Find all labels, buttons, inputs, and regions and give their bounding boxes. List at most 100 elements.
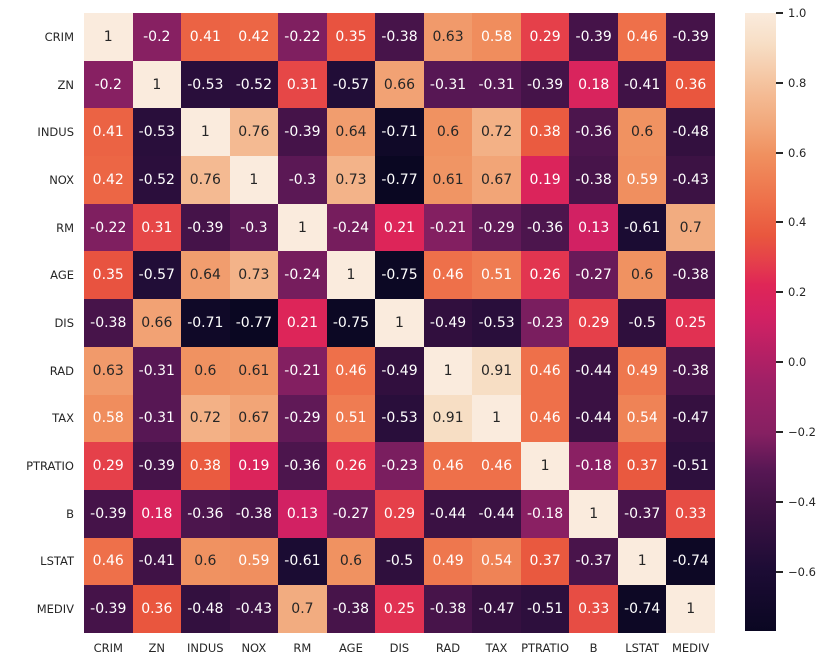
heatmap-cell-AGE-RM: -0.24 [278, 251, 327, 300]
y-tick-label-RAD: RAD [49, 363, 74, 378]
heatmap-cell-AGE-PTRATIO: 0.26 [520, 251, 570, 300]
heatmap-cell-AGE-NOX: 0.73 [229, 251, 279, 300]
heatmap-cell-DIS-ZN: 0.66 [132, 299, 182, 347]
colorbar-tick-label: 0.0 [788, 355, 807, 370]
colorbar-gradient [745, 13, 776, 631]
heatmap-cell-CRIM-TAX: 0.58 [472, 13, 521, 61]
heatmap-cell-RM-INDUS: -0.39 [181, 203, 230, 252]
heatmap-cell-B-RM: 0.13 [278, 489, 327, 538]
heatmap-cell-TAX-INDUS: 0.72 [181, 394, 230, 443]
colorbar-tick-mark [776, 151, 783, 154]
heatmap-cell-TAX-LSTAT: 0.54 [617, 394, 667, 443]
heatmap-cell-RAD-NOX: 0.61 [229, 346, 279, 395]
heatmap-cell-B-AGE: -0.27 [326, 489, 376, 538]
y-tick-label-AGE: AGE [50, 268, 74, 283]
colorbar-tick-label: 0.6 [788, 145, 807, 160]
colorbar-tick-label: 0.2 [788, 285, 807, 300]
heatmap-cell-RAD-AGE: 0.46 [326, 346, 376, 395]
y-tick-label-PTRATIO: PTRATIO [26, 459, 74, 474]
heatmap-cell-PTRATIO-RAD: 0.46 [423, 442, 473, 490]
heatmap-cell-B-MEDIV: 0.33 [666, 489, 715, 538]
heatmap-cell-NOX-CRIM: 0.42 [84, 156, 133, 204]
colorbar-tick-label: 0.4 [788, 215, 807, 230]
heatmap-cell-CRIM-MEDIV: -0.39 [666, 13, 715, 61]
heatmap-cell-LSTAT-NOX: 0.59 [229, 537, 279, 586]
heatmap-cell-B-TAX: -0.44 [472, 489, 521, 538]
heatmap-cell-B-B: 1 [569, 489, 618, 538]
heatmap-cell-CRIM-PTRATIO: 0.29 [520, 13, 570, 61]
heatmap-cell-MEDIV-DIS: 0.25 [375, 585, 424, 633]
heatmap-cell-LSTAT-AGE: 0.6 [326, 537, 376, 586]
heatmap-cell-PTRATIO-LSTAT: 0.37 [617, 442, 667, 490]
heatmap-cell-NOX-AGE: 0.73 [326, 156, 376, 204]
heatmap-cell-LSTAT-MEDIV: -0.74 [666, 537, 715, 586]
heatmap-cell-LSTAT-RM: -0.61 [278, 537, 327, 586]
y-tick-label-TAX: TAX [52, 411, 74, 426]
heatmap-cell-MEDIV-PTRATIO: -0.51 [520, 585, 570, 633]
heatmap-cell-ZN-CRIM: -0.2 [84, 60, 133, 109]
x-tick-label-DIS: DIS [389, 641, 410, 655]
colorbar-tick-mark [776, 500, 783, 503]
heatmap-cell-RAD-LSTAT: 0.49 [617, 346, 667, 395]
heatmap-cell-MEDIV-AGE: -0.38 [326, 585, 376, 633]
heatmap-cell-NOX-RM: -0.3 [278, 156, 327, 204]
heatmap-cell-INDUS-LSTAT: 0.6 [617, 108, 667, 157]
heatmap-cell-PTRATIO-CRIM: 0.29 [84, 442, 133, 490]
heatmap-cell-MEDIV-TAX: -0.47 [472, 585, 521, 633]
heatmap-cell-DIS-TAX: -0.53 [472, 299, 521, 347]
y-tick-label-ZN: ZN [57, 77, 74, 92]
x-tick-label-INDUS: INDUS [187, 641, 224, 655]
heatmap-cell-RAD-CRIM: 0.63 [84, 346, 133, 395]
heatmap-cell-ZN-RAD: -0.31 [423, 60, 473, 109]
heatmap-cell-TAX-NOX: 0.67 [229, 394, 279, 443]
heatmap-cell-PTRATIO-B: -0.18 [569, 442, 618, 490]
heatmap-cell-TAX-B: -0.44 [569, 394, 618, 443]
colorbar-tick-mark [776, 12, 783, 14]
heatmap-cell-RM-MEDIV: 0.7 [666, 203, 715, 252]
x-tick-label-CRIM: CRIM [93, 641, 123, 655]
heatmap-cell-DIS-RM: 0.21 [278, 299, 327, 347]
heatmap-cell-PTRATIO-MEDIV: -0.51 [666, 442, 715, 490]
heatmap-cell-NOX-RAD: 0.61 [423, 156, 473, 204]
heatmap-cell-DIS-RAD: -0.49 [423, 299, 473, 347]
heatmap-cell-LSTAT-INDUS: 0.6 [181, 537, 230, 586]
heatmap-cell-INDUS-ZN: -0.53 [132, 108, 182, 157]
heatmap-cell-AGE-LSTAT: 0.6 [617, 251, 667, 300]
heatmap-cell-DIS-AGE: -0.75 [326, 299, 376, 347]
heatmap-cell-INDUS-NOX: 0.76 [229, 108, 279, 157]
heatmap-cell-ZN-RM: 0.31 [278, 60, 327, 109]
heatmap-cell-RM-PTRATIO: -0.36 [520, 203, 570, 252]
x-tick-label-MEDIV: MEDIV [671, 641, 710, 655]
colorbar-tick-label: −0.6 [788, 564, 816, 579]
heatmap-cell-TAX-MEDIV: -0.47 [666, 394, 715, 443]
heatmap-cell-DIS-MEDIV: 0.25 [666, 299, 715, 347]
heatmap-cell-PTRATIO-NOX: 0.19 [229, 442, 279, 490]
heatmap-cell-CRIM-DIS: -0.38 [375, 13, 424, 61]
heatmap-cell-TAX-RAD: 0.91 [423, 394, 473, 443]
heatmap-cell-LSTAT-PTRATIO: 0.37 [520, 537, 570, 586]
heatmap-cell-MEDIV-ZN: 0.36 [132, 585, 182, 633]
y-axis-tick-labels: CRIM ZN INDUS NOX RM AGE DIS RAD TAX PTRATIO B LSTA… [0, 13, 76, 633]
heatmap-cell-ZN-MEDIV: 0.36 [666, 60, 715, 109]
heatmap-cell-RM-DIS: 0.21 [375, 203, 424, 252]
x-axis-tick-labels: CRIM ZN INDUS NOX RM AGE DIS RAD TAX PTRATIO B LSTA… [84, 638, 715, 658]
heatmap-cell-AGE-CRIM: 0.35 [84, 251, 133, 300]
heatmap-cell-MEDIV-B: 0.33 [569, 585, 618, 633]
heatmap-cell-LSTAT-TAX: 0.54 [472, 537, 521, 586]
heatmap-cell-LSTAT-DIS: -0.5 [375, 537, 424, 586]
heatmap-cell-INDUS-MEDIV: -0.48 [666, 108, 715, 157]
heatmap-cell-MEDIV-NOX: -0.43 [229, 585, 279, 633]
colorbar-tick-mark [776, 291, 783, 294]
heatmap-cell-RAD-RAD: 1 [423, 346, 473, 395]
y-tick-label-RM: RM [56, 220, 74, 235]
heatmap-cell-B-LSTAT: -0.37 [617, 489, 667, 538]
heatmap-cell-RM-RM: 1 [278, 203, 327, 252]
heatmap-cell-RAD-MEDIV: -0.38 [666, 346, 715, 395]
heatmap-cell-TAX-TAX: 1 [472, 394, 521, 443]
heatmap-cell-TAX-CRIM: 0.58 [84, 394, 133, 443]
x-tick-label-B: B [589, 641, 598, 655]
heatmap-cell-INDUS-RM: -0.39 [278, 108, 327, 157]
heatmap-cell-PTRATIO-RM: -0.36 [278, 442, 327, 490]
heatmap-cell-ZN-NOX: -0.52 [229, 60, 279, 109]
